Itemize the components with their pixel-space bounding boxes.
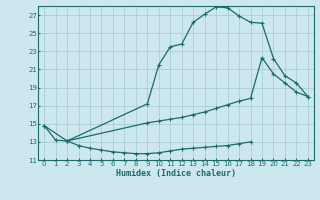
X-axis label: Humidex (Indice chaleur): Humidex (Indice chaleur) bbox=[116, 169, 236, 178]
